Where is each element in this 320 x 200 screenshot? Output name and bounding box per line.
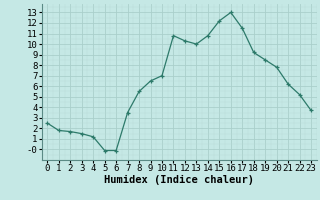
X-axis label: Humidex (Indice chaleur): Humidex (Indice chaleur) bbox=[104, 175, 254, 185]
